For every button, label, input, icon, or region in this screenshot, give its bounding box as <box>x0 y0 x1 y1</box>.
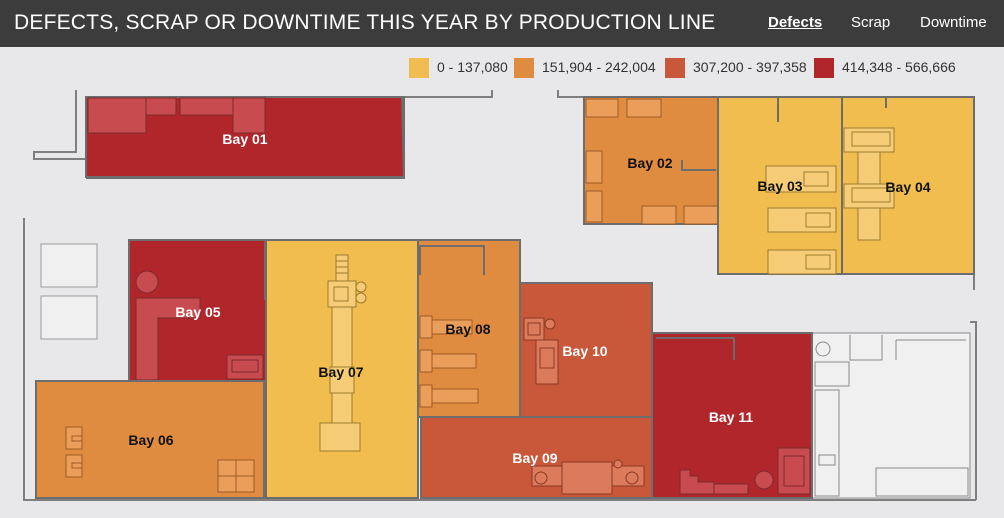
bay-11[interactable] <box>651 332 813 499</box>
bay-01[interactable] <box>85 96 406 179</box>
header-bar: DEFECTS, SCRAP OR DOWNTIME THIS YEAR BY … <box>0 0 1004 47</box>
bay-label: Bay 01 <box>222 131 267 147</box>
bay-label: Bay 07 <box>318 364 363 380</box>
bay-labels: Bay 01 Bay 02 Bay 03 Bay 04 Bay 05 Bay 0… <box>128 131 930 466</box>
bay-label: Bay 10 <box>562 343 607 359</box>
bay-label: Bay 05 <box>175 304 220 320</box>
legend-label: 0 - 137,080 <box>437 59 508 75</box>
legend-swatch <box>814 58 834 78</box>
bay-03[interactable] <box>717 96 843 275</box>
legend-label: 151,904 - 242,004 <box>542 59 656 75</box>
bay-label: Bay 02 <box>627 155 672 171</box>
legend-swatch <box>409 58 429 78</box>
bay-07[interactable] <box>265 239 419 499</box>
legend-label: 307,200 - 397,358 <box>693 59 807 75</box>
bay-08[interactable] <box>417 239 521 418</box>
empty-room-fixtures <box>814 335 969 497</box>
empty-room <box>40 243 98 288</box>
bay-label: Bay 04 <box>885 179 930 195</box>
bay-label: Bay 08 <box>445 321 490 337</box>
bay-label: Bay 11 <box>709 409 754 425</box>
bay-04[interactable] <box>841 96 975 275</box>
tab-defects[interactable]: Defects <box>768 14 823 31</box>
bay-10[interactable] <box>519 282 653 418</box>
bay-label: Bay 03 <box>757 178 802 194</box>
bay-label: Bay 09 <box>512 450 557 466</box>
page-title: DEFECTS, SCRAP OR DOWNTIME THIS YEAR BY … <box>14 11 716 34</box>
tab-downtime[interactable]: Downtime <box>920 14 987 31</box>
empty-room <box>811 332 971 499</box>
bay-label: Bay 06 <box>128 432 173 448</box>
tab-scrap[interactable]: Scrap <box>851 14 891 31</box>
legend-label: 414,348 - 566,666 <box>842 59 956 75</box>
legend-swatch <box>665 58 685 78</box>
bay-06[interactable] <box>35 380 265 499</box>
empty-room <box>40 295 98 340</box>
legend-swatch <box>514 58 534 78</box>
bay-09[interactable] <box>420 416 653 499</box>
